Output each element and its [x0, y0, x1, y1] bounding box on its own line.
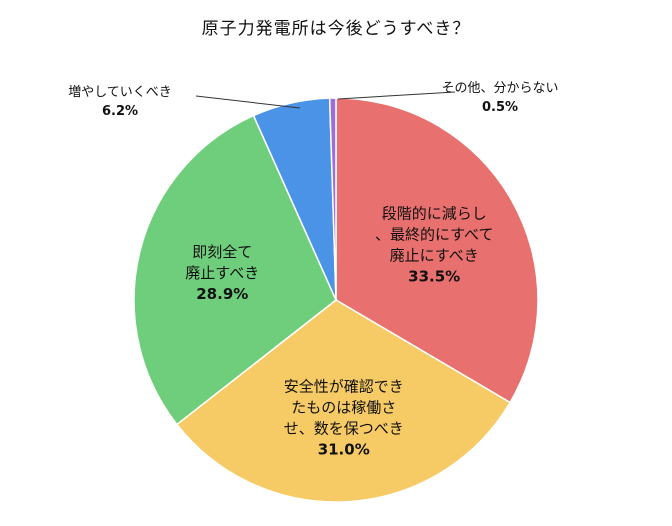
slice-category-label-1: せ、数を保つべき	[284, 419, 404, 437]
slice-value-label-0: 33.5%	[408, 267, 460, 285]
slice-category-label-1: たものは稼働さ	[291, 398, 396, 416]
slice-category-label-2: 廃止すべき	[185, 264, 259, 282]
slice-category-label-1: 安全性が確認でき	[284, 377, 404, 395]
chart-title: 原子力発電所は今後どうすべき？	[201, 19, 471, 39]
slice-category-label-2: 即刻全て	[192, 243, 252, 261]
slice-category-label-4: その他、分からない	[441, 81, 558, 96]
slice-category-label-0: 、最終的にすべて	[375, 225, 494, 243]
slice-category-label-0: 段階的に減らし	[382, 204, 487, 222]
slice-value-label-4: 0.5%	[482, 100, 518, 115]
slice-category-label-3: 増やしていくべき	[68, 85, 172, 100]
slice-value-label-2: 28.9%	[196, 285, 248, 303]
slice-category-label-0: 廃止にすべき	[390, 246, 479, 264]
leader-line-3	[195, 95, 301, 109]
pie-slice-4	[328, 97, 337, 301]
slice-value-label-1: 31.0%	[318, 440, 370, 458]
pie-slice-2	[133, 114, 337, 426]
pie-slice-1	[175, 299, 512, 503]
slice-value-label-3: 6.2%	[102, 104, 138, 119]
pie-slice-0	[335, 97, 539, 404]
leader-line-4	[337, 91, 456, 100]
